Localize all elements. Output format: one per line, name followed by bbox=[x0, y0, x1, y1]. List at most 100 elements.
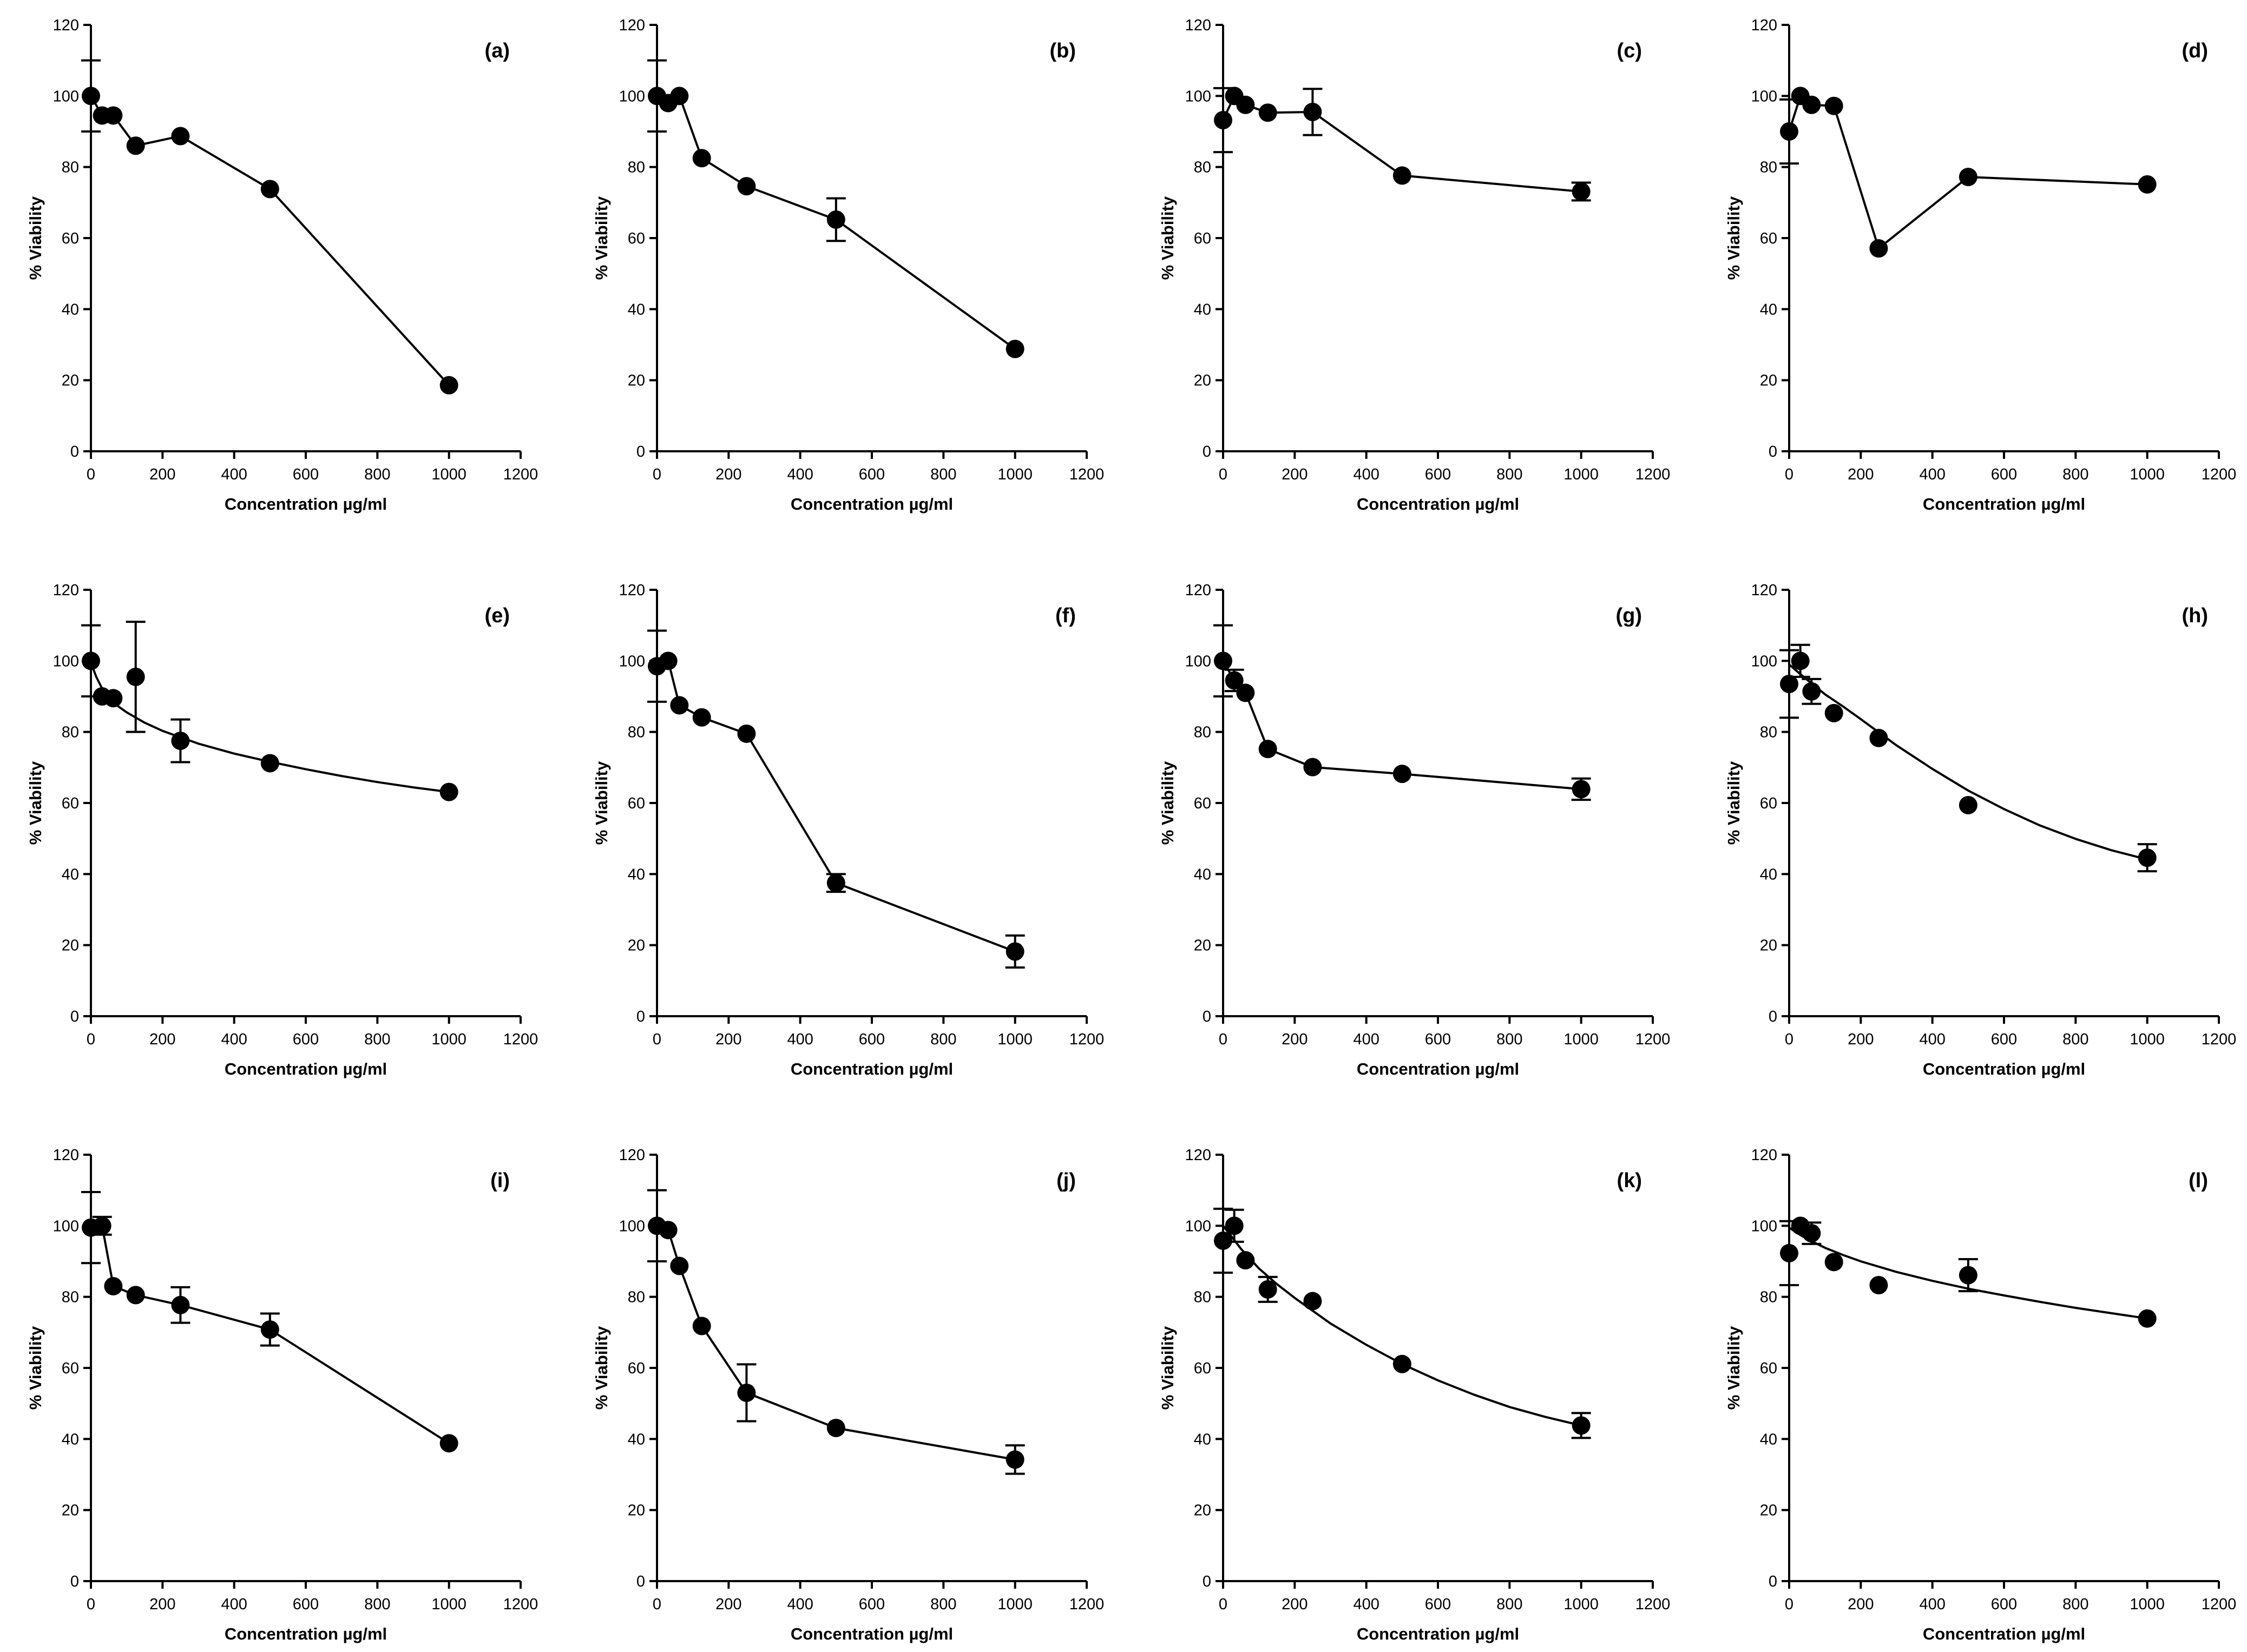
x-tick-label: 600 bbox=[859, 466, 885, 483]
y-tick-label: 20 bbox=[62, 372, 79, 390]
panel-label: (a) bbox=[485, 40, 510, 62]
panel-label: (d) bbox=[2182, 40, 2208, 62]
x-tick-label: 1200 bbox=[1069, 466, 1105, 483]
x-tick-label: 200 bbox=[1848, 1596, 1874, 1613]
x-tick-label: 0 bbox=[1785, 466, 1793, 483]
panel-label: (i) bbox=[490, 1169, 510, 1192]
y-tick-label: 100 bbox=[1751, 88, 1777, 105]
x-tick-label: 0 bbox=[1785, 1031, 1793, 1048]
y-tick-label: 120 bbox=[53, 17, 79, 34]
data-point bbox=[1869, 728, 1888, 747]
data-point bbox=[692, 149, 711, 168]
y-tick-label: 80 bbox=[1194, 1289, 1211, 1306]
data-point bbox=[104, 106, 123, 125]
x-tick-label: 200 bbox=[1848, 1031, 1874, 1048]
y-tick-label: 20 bbox=[628, 1502, 645, 1519]
y-tick-label: 120 bbox=[53, 582, 79, 599]
data-point bbox=[82, 87, 100, 106]
x-tick-label: 0 bbox=[1219, 1596, 1227, 1613]
x-axis-title: Concentration µg/ml bbox=[1357, 1624, 1519, 1643]
data-point bbox=[1236, 95, 1255, 114]
y-tick-label: 100 bbox=[53, 88, 79, 105]
data-point bbox=[1214, 110, 1232, 129]
y-tick-label: 60 bbox=[1194, 795, 1211, 812]
data-point bbox=[104, 689, 123, 708]
y-tick-label: 20 bbox=[1194, 937, 1211, 955]
y-tick-label: 20 bbox=[628, 372, 645, 390]
panel-label: (b) bbox=[1049, 40, 1076, 62]
y-tick-label: 120 bbox=[619, 1147, 645, 1164]
data-point bbox=[826, 1418, 845, 1437]
y-tick-label: 0 bbox=[70, 1008, 79, 1025]
y-tick-label: 100 bbox=[1185, 88, 1211, 105]
y-tick-label: 40 bbox=[1194, 866, 1211, 883]
x-tick-label: 0 bbox=[87, 1031, 95, 1048]
x-tick-label: 1200 bbox=[2202, 1031, 2237, 1048]
x-tick-label: 400 bbox=[1353, 1031, 1379, 1048]
y-axis-title: % Viability bbox=[26, 761, 45, 845]
x-tick-label: 1200 bbox=[2202, 466, 2237, 483]
data-point bbox=[1824, 703, 1843, 722]
x-tick-label: 600 bbox=[293, 1596, 319, 1613]
x-tick-label: 0 bbox=[1785, 1596, 1793, 1613]
x-tick-label: 600 bbox=[1991, 1596, 2017, 1613]
y-tick-label: 20 bbox=[1760, 1502, 1777, 1519]
x-axis-title: Concentration µg/ml bbox=[1923, 1624, 2085, 1643]
data-point bbox=[659, 1221, 678, 1240]
data-point bbox=[1006, 1450, 1024, 1469]
y-tick-label: 0 bbox=[70, 1573, 79, 1590]
x-tick-label: 1200 bbox=[1635, 1596, 1671, 1613]
y-tick-label: 60 bbox=[62, 1360, 79, 1377]
x-tick-label: 200 bbox=[715, 466, 741, 483]
x-tick-label: 1000 bbox=[1563, 1031, 1599, 1048]
y-tick-label: 80 bbox=[1760, 724, 1777, 741]
data-point bbox=[1258, 1280, 1277, 1299]
panel-label: (j) bbox=[1056, 1169, 1076, 1192]
x-axis-title: Concentration µg/ml bbox=[1923, 495, 2085, 514]
x-tick-label: 800 bbox=[1496, 466, 1522, 483]
x-tick-label: 1000 bbox=[997, 466, 1033, 483]
y-tick-label: 20 bbox=[62, 1502, 79, 1519]
x-tick-label: 200 bbox=[149, 1596, 175, 1613]
data-point bbox=[1006, 339, 1024, 358]
y-axis-title: % Viability bbox=[1158, 761, 1177, 845]
y-tick-label: 60 bbox=[62, 795, 79, 812]
x-tick-label: 400 bbox=[221, 1596, 247, 1613]
y-tick-label: 60 bbox=[1760, 1360, 1777, 1377]
x-tick-label: 600 bbox=[859, 1596, 885, 1613]
data-point bbox=[1802, 1224, 1821, 1243]
data-point bbox=[260, 1320, 279, 1339]
data-point bbox=[171, 127, 190, 146]
y-axis-title: % Viability bbox=[1724, 1326, 1743, 1410]
x-tick-label: 600 bbox=[1425, 466, 1451, 483]
panel-label: (h) bbox=[2182, 604, 2208, 627]
x-tick-label: 200 bbox=[1282, 1596, 1308, 1613]
y-axis-title: % Viability bbox=[1724, 196, 1743, 280]
y-tick-label: 80 bbox=[1194, 724, 1211, 741]
y-tick-label: 80 bbox=[628, 159, 645, 176]
data-point bbox=[2138, 848, 2157, 867]
x-tick-label: 0 bbox=[1219, 1031, 1227, 1048]
y-axis-title: % Viability bbox=[1158, 196, 1177, 280]
data-point bbox=[260, 754, 279, 773]
x-tick-label: 600 bbox=[1991, 1031, 2017, 1048]
y-tick-label: 40 bbox=[628, 866, 645, 883]
y-tick-label: 60 bbox=[1194, 1360, 1211, 1377]
x-tick-label: 200 bbox=[1282, 1031, 1308, 1048]
data-point bbox=[1572, 780, 1591, 799]
data-point bbox=[93, 1216, 111, 1235]
x-axis-title: Concentration µg/ml bbox=[225, 1059, 387, 1078]
y-tick-label: 40 bbox=[62, 1431, 79, 1448]
x-tick-label: 800 bbox=[930, 1596, 956, 1613]
y-tick-label: 40 bbox=[1194, 1431, 1211, 1448]
x-tick-label: 400 bbox=[221, 1031, 247, 1048]
y-tick-label: 120 bbox=[1185, 1147, 1211, 1164]
x-tick-label: 200 bbox=[1848, 466, 1874, 483]
y-tick-label: 40 bbox=[628, 301, 645, 318]
x-tick-label: 1000 bbox=[1563, 1596, 1599, 1613]
